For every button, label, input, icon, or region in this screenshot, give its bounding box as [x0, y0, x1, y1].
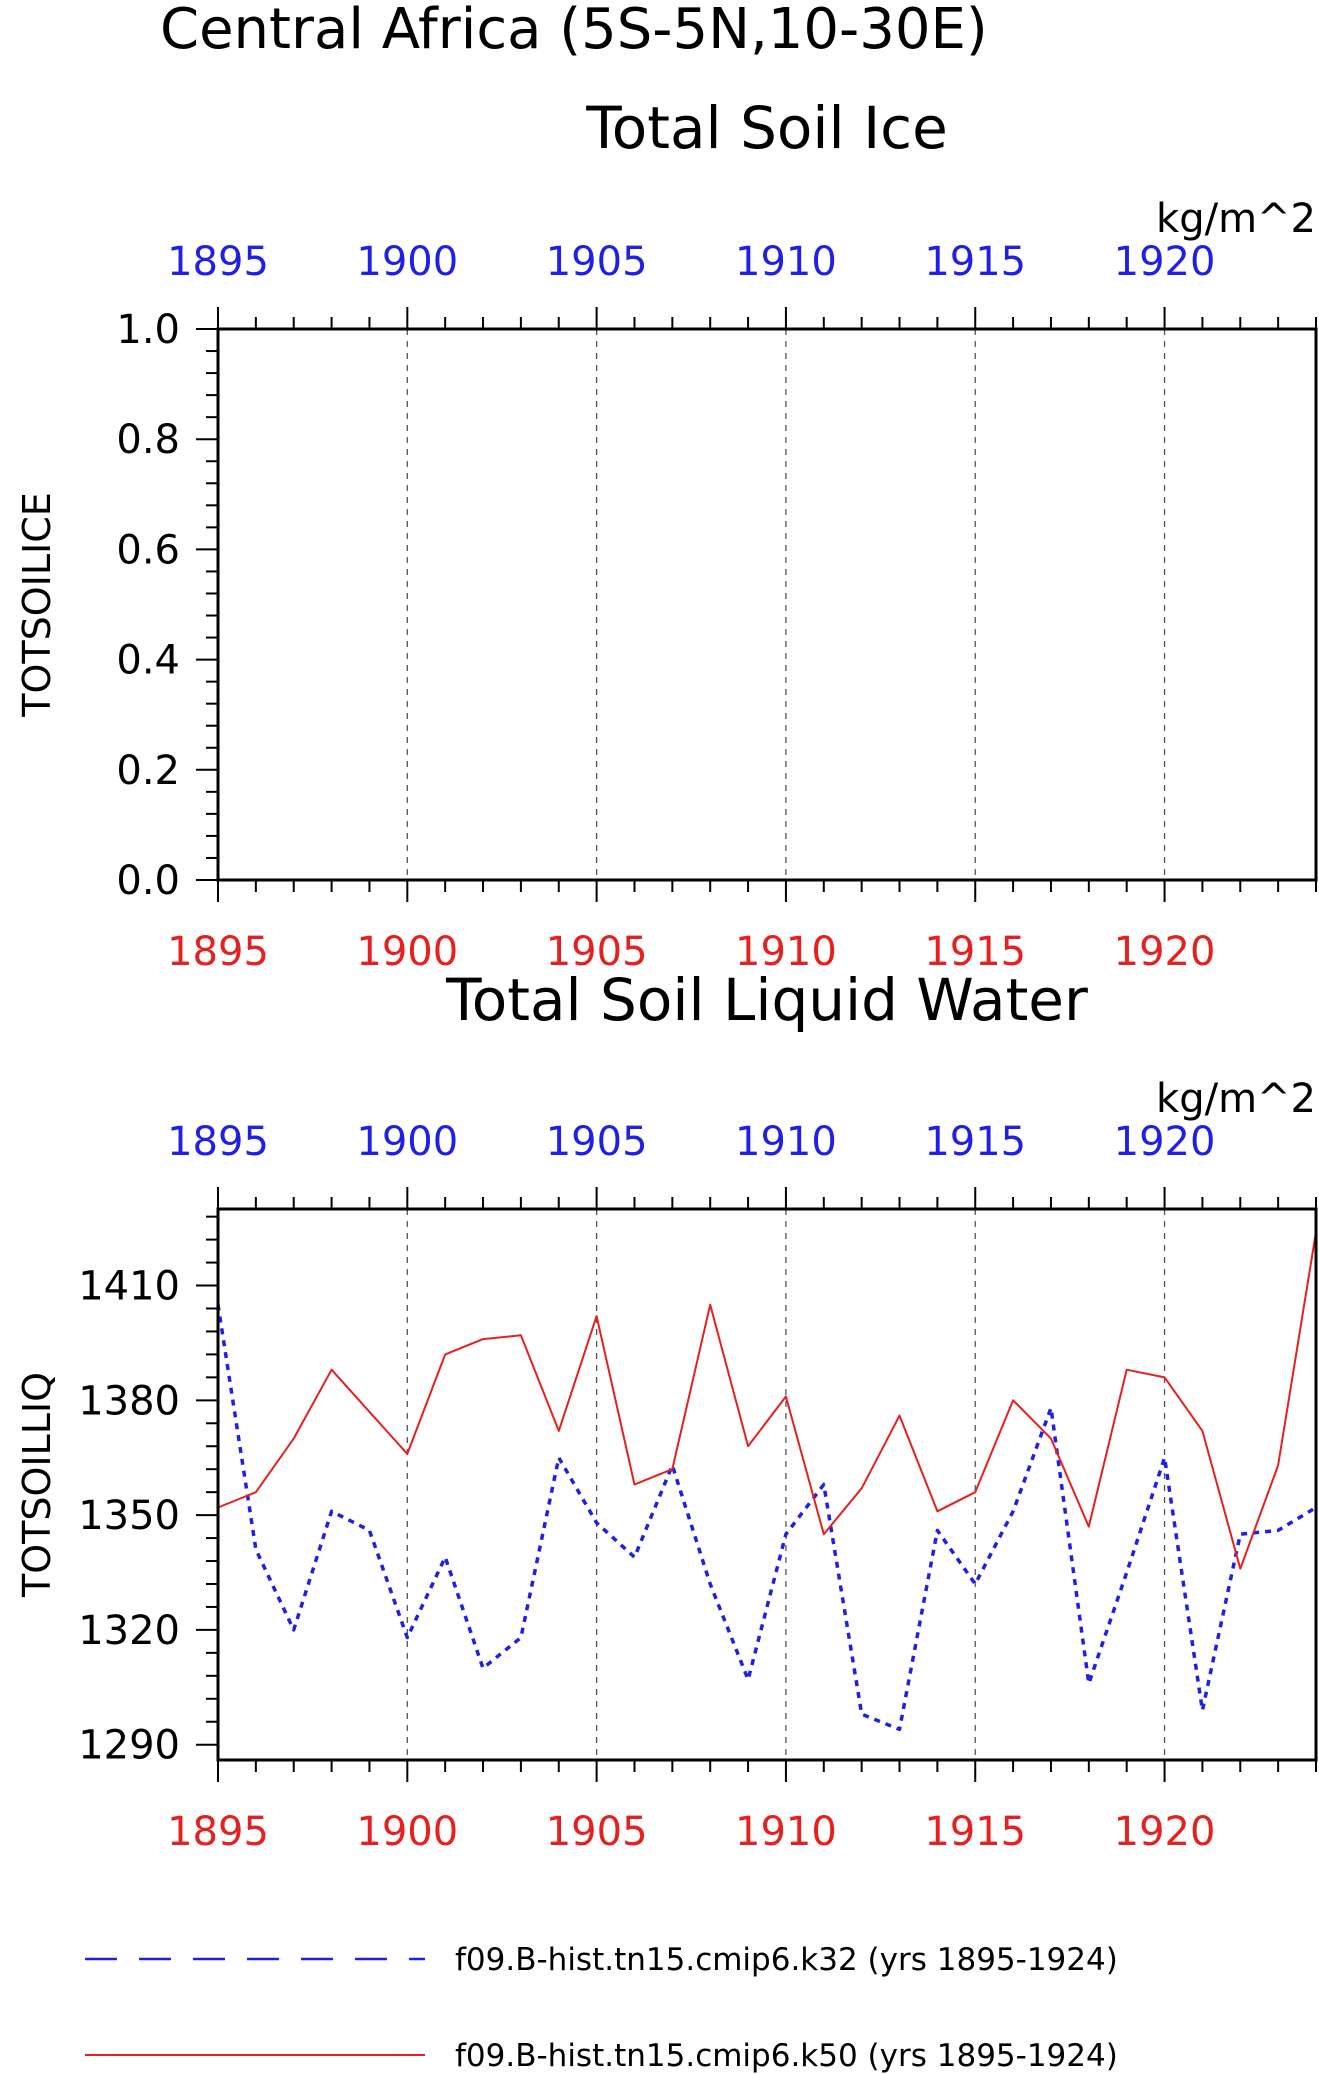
x-tick-label-bottom: 1895: [167, 929, 269, 975]
plot-frame: [216, 1207, 1318, 1762]
y-tick-label: 0.0: [116, 858, 180, 904]
x-tick-label-bottom: 1910: [735, 1809, 837, 1855]
y-tick-label: 1320: [78, 1608, 180, 1654]
x-tick-label-top: 1895: [167, 239, 269, 285]
y-axis-label: TOTSOILLIQ: [15, 1372, 59, 1598]
panel-total-soil-ice: Total Soil Ice kg/m^2 TOTSOILICE 1895 1895 19…: [15, 94, 1318, 975]
y-tick-label: 0.4: [116, 638, 180, 684]
x-tick-label-top: 1910: [735, 239, 837, 285]
x-tick-label-bottom: 1900: [356, 929, 458, 975]
y-tick-label: 1380: [78, 1378, 180, 1424]
x-tick-label-bottom: 1920: [1114, 929, 1216, 975]
panel-title: Total Soil Liquid Water: [445, 966, 1088, 1034]
x-tick-label-top: 1905: [546, 1119, 648, 1165]
y-tick-label: 1290: [78, 1723, 180, 1769]
x-tick-label-bottom: 1910: [735, 929, 837, 975]
y-tick-label: 0.6: [116, 527, 180, 573]
x-tick-label-bottom: 1895: [167, 1809, 269, 1855]
y-tick-label: 1.0: [116, 307, 180, 353]
x-tick-label-top: 1920: [1114, 239, 1216, 285]
panel-total-soil-liquid-water: Total Soil Liquid Water kg/m^2 TOTSOILLIQ 1…: [15, 966, 1318, 1855]
legend-label-k50: f09.B-hist.tn15.cmip6.k50 (yrs 1895-1924…: [455, 2038, 1118, 2074]
figure-title: Central Africa (5S-5N,10-30E): [160, 0, 988, 62]
y-tick-label: 0.8: [116, 417, 180, 463]
x-tick-label-top: 1905: [546, 239, 648, 285]
x-tick-label-top: 1900: [356, 239, 458, 285]
y-tick-label: 1350: [78, 1493, 180, 1539]
units-label: kg/m^2: [1156, 1076, 1316, 1122]
x-tick-label-top: 1900: [356, 1119, 458, 1165]
legend-label-k32: f09.B-hist.tn15.cmip6.k32 (yrs 1895-1924…: [455, 1942, 1118, 1978]
x-tick-label-bottom: 1905: [546, 929, 648, 975]
x-tick-label-top: 1895: [167, 1119, 269, 1165]
x-tick-label-bottom: 1905: [546, 1809, 648, 1855]
x-tick-label-top: 1920: [1114, 1119, 1216, 1165]
series-line-k32: [216, 1304, 1317, 1732]
y-tick-label: 1410: [78, 1264, 180, 1310]
x-tick-label-bottom: 1915: [924, 929, 1026, 975]
x-tick-label-bottom: 1920: [1114, 1809, 1216, 1855]
x-tick-label-top: 1915: [924, 1119, 1026, 1165]
legend: f09.B-hist.tn15.cmip6.k32 (yrs 1895-1924…: [85, 1942, 1118, 2074]
series-line-k50: [217, 1231, 1317, 1570]
x-tick-label-top: 1915: [924, 239, 1026, 285]
x-tick-label-bottom: 1915: [924, 1809, 1026, 1855]
x-tick-label-bottom: 1900: [356, 1809, 458, 1855]
y-tick-label: 0.2: [116, 748, 180, 794]
x-tick-label-top: 1910: [735, 1119, 837, 1165]
units-label: kg/m^2: [1156, 196, 1316, 242]
plot-frame: [216, 327, 1318, 882]
panel-title: Total Soil Ice: [585, 94, 948, 162]
y-axis-label: TOTSOILICE: [15, 492, 59, 718]
